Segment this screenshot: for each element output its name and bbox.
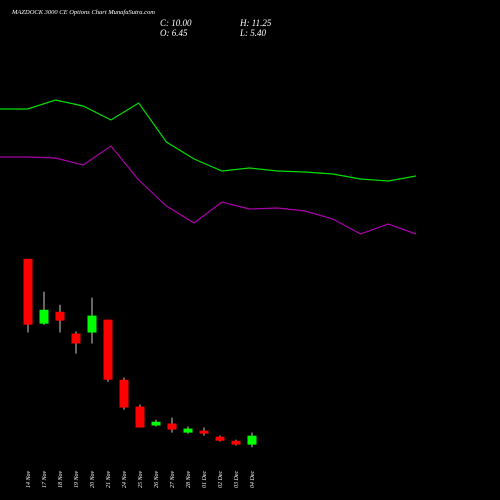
x-tick-label: 04 Dec (249, 471, 256, 488)
high-label: H: 11.25 (239, 18, 272, 28)
x-tick-label: 21 Nov (106, 470, 112, 488)
x-tick-label: 14 Nov (25, 470, 32, 488)
candle-body (167, 423, 177, 430)
candle-body (39, 309, 49, 324)
candle-body (151, 421, 161, 426)
candle-body (71, 333, 81, 344)
x-tick-label: 25 Nov (138, 470, 144, 488)
x-tick-label: 02 Dec (218, 471, 224, 488)
low-label: L: 5.40 (239, 28, 267, 38)
chart-title: MAZDOCK 3000 CE Options Chart MunafaSutr… (11, 9, 155, 16)
candle-body (23, 258, 33, 325)
candle-body (215, 436, 225, 441)
candle-body (103, 319, 113, 380)
candle-body (87, 315, 97, 333)
indicator-line (0, 99, 417, 182)
candle-body (199, 430, 209, 434)
x-tick-label: 20 Nov (90, 470, 96, 488)
x-tick-label: 24 Nov (121, 470, 128, 488)
x-tick-label: 26 Nov (154, 470, 160, 488)
candle-body (119, 379, 129, 408)
x-tick-label: 28 Nov (186, 470, 192, 488)
candle-body (183, 428, 193, 433)
candle-body (231, 440, 241, 445)
candle-body (135, 406, 145, 428)
x-tick-label: 27 Nov (170, 470, 176, 488)
x-tick-label: 03 Dec (234, 471, 240, 488)
x-tick-label: 19 Nov (74, 470, 80, 488)
candle-body (247, 435, 257, 445)
indicator-line (0, 145, 417, 235)
candle-body (55, 311, 65, 321)
close-label: C: 10.00 (160, 18, 192, 28)
x-tick-label: 01 Dec (202, 471, 208, 488)
x-tick-label: 17 Nov (42, 470, 48, 488)
open-label: O: 6.45 (160, 28, 188, 38)
x-tick-label: 18 Nov (58, 470, 64, 488)
